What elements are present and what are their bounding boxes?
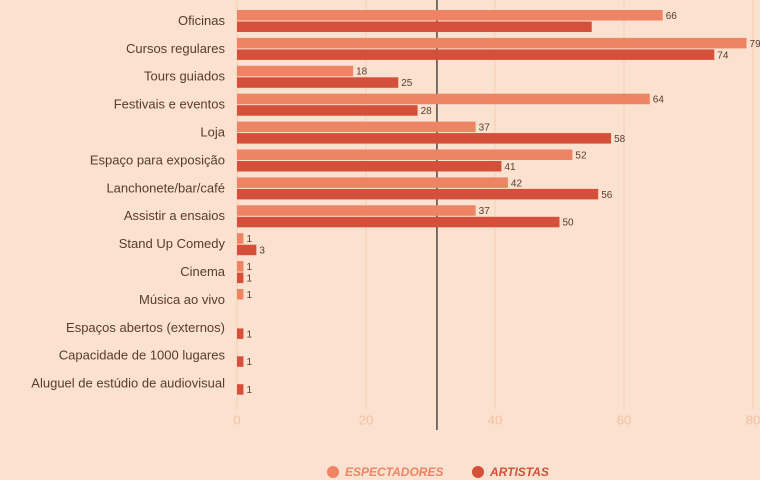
bar xyxy=(237,233,244,244)
bar xyxy=(237,177,508,188)
value-label: 58 xyxy=(614,134,626,145)
bar xyxy=(237,161,502,172)
bar xyxy=(237,272,244,284)
bar xyxy=(237,93,650,105)
value-label: 1 xyxy=(246,385,252,396)
bar xyxy=(237,244,257,256)
y-tick-label: Assistir a ensaios xyxy=(124,208,226,223)
bar xyxy=(237,328,244,339)
x-tick-label: 0 xyxy=(233,412,240,427)
legend-marker xyxy=(472,466,484,478)
value-label: 1 xyxy=(246,290,252,301)
value-label: 52 xyxy=(575,150,587,161)
legend-label: ESPECTADORES xyxy=(345,465,443,479)
bar xyxy=(237,133,612,144)
value-label: 50 xyxy=(563,218,575,229)
value-label: 66 xyxy=(666,11,678,22)
bar xyxy=(237,261,244,272)
value-label: 28 xyxy=(421,106,433,117)
bar xyxy=(237,65,354,77)
y-tick-label: Cinema xyxy=(180,264,226,279)
bar xyxy=(237,205,476,216)
bar xyxy=(237,216,560,228)
y-tick-label: Cursos regulares xyxy=(126,41,225,56)
bar xyxy=(237,105,418,116)
y-tick-label: Loja xyxy=(200,125,225,140)
value-label: 1 xyxy=(246,273,252,284)
y-tick-label: Stand Up Comedy xyxy=(119,236,226,251)
bar xyxy=(237,10,663,21)
value-label: 1 xyxy=(246,262,252,273)
value-label: 42 xyxy=(511,178,523,189)
x-tick-label: 20 xyxy=(359,412,373,427)
value-label: 37 xyxy=(479,206,491,217)
bar xyxy=(237,188,599,200)
y-tick-label: Música ao vivo xyxy=(139,292,225,307)
x-tick-label: 60 xyxy=(617,412,631,427)
y-tick-label: Aluguel de estúdio de audiovisual xyxy=(31,376,225,391)
value-label: 64 xyxy=(653,95,665,106)
bar xyxy=(237,384,244,395)
legend-marker xyxy=(327,466,339,478)
x-tick-label: 80 xyxy=(746,412,760,427)
bar xyxy=(237,121,476,133)
bar xyxy=(237,77,399,88)
value-label: 1 xyxy=(246,357,252,368)
value-label: 56 xyxy=(601,190,613,201)
y-tick-label: Lanchonete/bar/café xyxy=(106,180,225,195)
y-tick-label: Tours guiados xyxy=(144,69,225,84)
value-label: 41 xyxy=(504,162,516,173)
bar xyxy=(237,149,573,160)
value-label: 74 xyxy=(717,50,729,61)
value-label: 37 xyxy=(479,122,491,133)
value-label: 25 xyxy=(401,78,413,89)
y-tick-label: Oficinas xyxy=(178,13,225,28)
value-label: 3 xyxy=(259,246,265,257)
x-tick-label: 40 xyxy=(488,412,502,427)
value-label: 79 xyxy=(750,39,760,50)
y-tick-label: Capacidade de 1000 lugares xyxy=(59,348,226,363)
bar xyxy=(237,49,715,60)
value-label: 18 xyxy=(356,67,368,78)
bar xyxy=(237,37,747,49)
y-tick-label: Espaços abertos (externos) xyxy=(66,320,225,335)
bar xyxy=(237,21,592,32)
y-tick-label: Espaço para exposição xyxy=(90,152,225,167)
y-tick-label: Festivais e eventos xyxy=(114,97,226,112)
value-label: 1 xyxy=(246,329,252,340)
bar xyxy=(237,356,244,367)
legend-label: ARTISTAS xyxy=(489,465,549,479)
bar xyxy=(237,289,244,300)
value-label: 1 xyxy=(246,234,252,245)
